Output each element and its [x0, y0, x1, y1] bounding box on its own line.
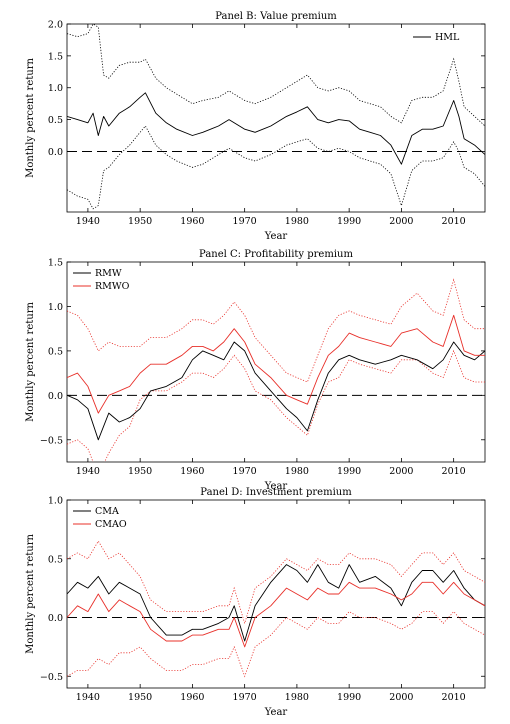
plot-frame	[66, 23, 486, 213]
x-tick-label: 2000	[389, 466, 413, 477]
data-layer	[67, 24, 485, 210]
x-tick-label: 1940	[76, 692, 100, 703]
x-tick-label: 1940	[76, 216, 100, 227]
confidence-band-lower	[67, 349, 485, 462]
y-tick-label: 0.0	[48, 147, 63, 158]
x-tick-label: 1980	[285, 466, 309, 477]
chart-panel-1: Panel C: Profitability premium 1940 1950 19…	[25, 249, 486, 492]
plot-frame	[66, 261, 486, 463]
x-tick-label: 1970	[233, 692, 257, 703]
y-axis-label: Monthly percent return	[25, 302, 36, 422]
y-tick-label: 1.5	[48, 51, 63, 62]
y-axis-label: Monthly percent return	[25, 58, 36, 178]
y-tick-label: 1.0	[48, 302, 63, 313]
chart-title: Panel C: Profitability premium	[199, 249, 353, 260]
x-tick-label: 1960	[180, 216, 204, 227]
y-tick-label: −0.5	[40, 672, 63, 683]
data-layer	[67, 540, 485, 678]
x-tick-label: 1980	[285, 216, 309, 227]
confidence-band-lower	[67, 610, 485, 678]
chart-title: Panel D: Investment premium	[200, 487, 352, 498]
x-tick-label: 2010	[442, 692, 466, 703]
y-tick-label: 0.5	[48, 346, 63, 357]
y-tick-label: 0.0	[48, 391, 63, 402]
x-tick-label: 1970	[233, 216, 257, 227]
data-layer	[67, 278, 485, 462]
legend-label: RMW	[95, 268, 122, 279]
x-tick-label: 1990	[337, 216, 361, 227]
x-tick-label: 1960	[180, 692, 204, 703]
x-axis-label: Year	[264, 481, 288, 492]
x-tick-label: 1950	[128, 216, 152, 227]
x-tick-label: 1980	[285, 692, 309, 703]
legend-label: HML	[435, 32, 460, 43]
series-line-rmwo	[67, 314, 485, 414]
x-tick-label: 2010	[442, 466, 466, 477]
x-tick-label: 1970	[233, 466, 257, 477]
series-line-rmw	[67, 341, 485, 441]
x-tick-label: 2000	[389, 216, 413, 227]
x-tick-label: 1950	[128, 466, 152, 477]
x-tick-label: 1990	[337, 692, 361, 703]
y-tick-label: 2.0	[48, 20, 63, 31]
y-axis-label: Monthly percent return	[25, 534, 36, 654]
legend: RMW RMWO	[73, 268, 130, 292]
series-line-cma	[67, 564, 485, 642]
y-tick-label: 0.5	[48, 554, 63, 565]
chart-panel-0: Panel B: Value premium 1940 1950 1960 1970 19…	[25, 11, 486, 242]
confidence-band-upper	[67, 278, 485, 383]
x-tick-label: 1950	[128, 692, 152, 703]
legend-label: RMWO	[95, 281, 130, 292]
plot-frame	[66, 499, 486, 689]
y-tick-label: 1.0	[48, 83, 63, 94]
confidence-band-upper	[67, 540, 485, 625]
legend-label: CMA	[95, 506, 119, 517]
x-tick-label: 2010	[442, 216, 466, 227]
confidence-band-lower	[67, 125, 485, 210]
confidence-band-upper	[67, 24, 485, 127]
x-tick-label: 1940	[76, 466, 100, 477]
chart-title: Panel B: Value premium	[215, 11, 337, 22]
x-tick-label: 1960	[180, 466, 204, 477]
legend: CMA CMAO	[73, 506, 127, 530]
y-tick-label: 1.5	[48, 258, 63, 269]
legend: HML	[413, 32, 460, 43]
legend-label: CMAO	[95, 519, 127, 530]
series-line-cmao	[67, 581, 485, 648]
x-axis-label: Year	[264, 231, 288, 242]
chart-panel-2: Panel D: Investment premium 1940 1950 1960 1…	[25, 487, 486, 718]
y-tick-label: 1.0	[48, 496, 63, 507]
series-line-hml	[67, 92, 485, 165]
y-tick-label: 0.0	[48, 613, 63, 624]
x-tick-label: 1990	[337, 466, 361, 477]
y-tick-label: −0.5	[40, 435, 63, 446]
y-tick-label: 0.5	[48, 115, 63, 126]
x-tick-label: 2000	[389, 692, 413, 703]
x-axis-label: Year	[264, 707, 288, 718]
